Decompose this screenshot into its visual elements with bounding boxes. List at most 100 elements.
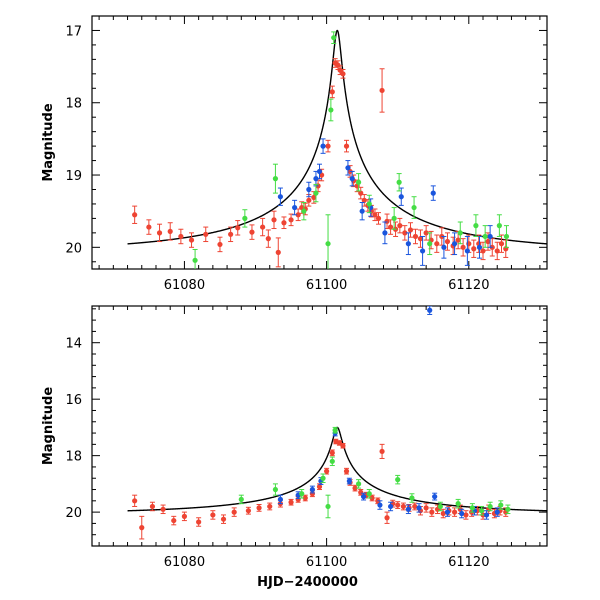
- data-point: [460, 244, 466, 250]
- data-point: [181, 513, 188, 519]
- data-point: [356, 481, 362, 487]
- data-point: [366, 491, 372, 497]
- data-point: [396, 179, 402, 185]
- data-point: [432, 493, 438, 500]
- data-point: [366, 201, 372, 207]
- data-point: [345, 165, 351, 171]
- data-point: [217, 241, 223, 248]
- data-point: [379, 448, 385, 455]
- data-point: [402, 230, 408, 236]
- y-tick-label: 17: [65, 24, 82, 39]
- x-tick-label: 61080: [164, 555, 205, 570]
- red-observatory-series: [132, 438, 509, 540]
- data-point: [496, 223, 502, 229]
- data-point: [476, 244, 483, 250]
- data-point: [301, 208, 307, 214]
- data-point: [171, 517, 177, 524]
- plot-frame: [91, 15, 548, 270]
- y-axis-title: Magnitude: [41, 103, 56, 182]
- y-tick-label: 20: [65, 506, 82, 521]
- data-point: [487, 233, 493, 240]
- data-point: [478, 508, 485, 514]
- data-point: [340, 443, 346, 449]
- green-observatory-series: [192, 31, 510, 269]
- data-point: [335, 62, 341, 68]
- data-point: [288, 499, 294, 505]
- data-point: [412, 503, 418, 510]
- data-point: [242, 215, 248, 221]
- data-point: [377, 502, 383, 508]
- data-point: [139, 525, 145, 531]
- data-point: [343, 143, 350, 149]
- data-point: [494, 248, 500, 254]
- data-point: [231, 509, 237, 515]
- data-point: [228, 231, 234, 237]
- data-point: [369, 495, 375, 501]
- data-point: [463, 512, 469, 518]
- data-point: [306, 197, 312, 203]
- data-point: [440, 510, 446, 517]
- plot-frame: [91, 305, 548, 547]
- data-point: [480, 248, 486, 254]
- data-point: [324, 468, 330, 474]
- data-point: [349, 176, 355, 182]
- data-point: [405, 506, 411, 512]
- y-tick-label: 16: [65, 393, 82, 408]
- data-point: [329, 458, 335, 464]
- data-point: [375, 215, 382, 221]
- data-point: [473, 223, 479, 229]
- y-tick-label: 18: [65, 450, 82, 465]
- green-observatory-series: [238, 426, 511, 519]
- data-point: [407, 227, 414, 233]
- data-point: [423, 230, 429, 236]
- data-point: [361, 197, 367, 203]
- blue-observatory-series: [277, 138, 493, 266]
- data-point: [434, 241, 440, 247]
- data-point: [427, 307, 433, 313]
- data-point: [309, 486, 315, 493]
- data-point: [299, 491, 305, 497]
- data-point: [313, 176, 319, 182]
- data-point: [494, 509, 500, 515]
- data-point: [316, 484, 323, 490]
- data-point: [146, 224, 152, 230]
- x-tick-label: 61120: [448, 278, 489, 293]
- data-point: [238, 496, 244, 503]
- data-point: [457, 230, 463, 236]
- data-point: [316, 168, 323, 175]
- data-point: [387, 503, 394, 510]
- data-point: [160, 506, 166, 512]
- data-point: [249, 229, 255, 235]
- red-observatory-series: [132, 58, 509, 268]
- x-tick-label: 61100: [306, 278, 347, 293]
- x-axis-title: HJD−2400000: [257, 575, 358, 590]
- data-point: [329, 450, 335, 456]
- data-point: [395, 502, 401, 508]
- data-point: [220, 516, 227, 522]
- data-point: [397, 223, 403, 229]
- y-tick-label: 14: [65, 337, 82, 352]
- data-point: [245, 508, 252, 514]
- data-point: [498, 241, 505, 247]
- data-point: [340, 71, 346, 77]
- data-point: [398, 194, 404, 200]
- data-point: [272, 486, 279, 493]
- data-point: [149, 503, 156, 510]
- y-tick-label: 19: [65, 169, 82, 184]
- data-point: [132, 498, 138, 504]
- data-point: [288, 217, 294, 223]
- data-point: [444, 509, 451, 515]
- x-tick-label: 61080: [164, 278, 205, 293]
- data-point: [482, 233, 488, 240]
- data-point: [178, 233, 184, 240]
- data-point: [132, 212, 138, 218]
- data-point: [325, 503, 331, 510]
- data-point: [210, 512, 216, 518]
- data-point: [256, 505, 262, 511]
- data-point: [302, 495, 308, 501]
- data-point: [192, 257, 198, 263]
- bottom-panel: 61080 61100 61120 14 16 18 20 Magnitude HJD−2400…: [41, 305, 548, 590]
- data-point: [271, 217, 277, 223]
- data-point: [235, 225, 241, 231]
- data-point: [498, 502, 504, 508]
